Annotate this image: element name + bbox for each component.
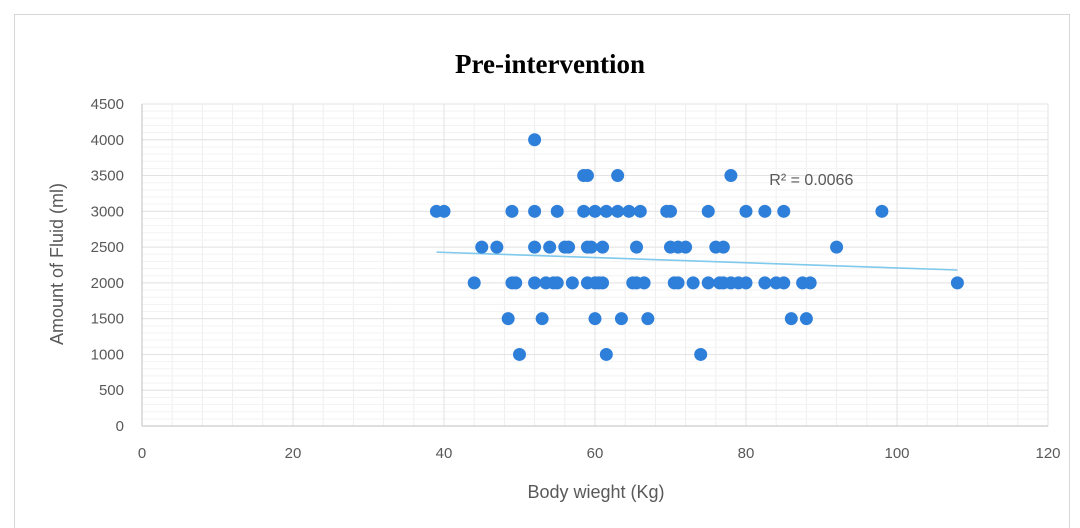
data-point — [535, 312, 549, 326]
data-point — [550, 204, 564, 218]
y-tick-label: 3500 — [91, 168, 124, 185]
data-point — [550, 276, 564, 290]
data-point — [803, 276, 817, 290]
data-point — [724, 169, 738, 183]
y-tick-label: 2000 — [91, 275, 124, 292]
x-tick-label: 20 — [285, 445, 302, 462]
data-point — [490, 240, 504, 254]
data-point — [716, 240, 730, 254]
data-point — [875, 204, 889, 218]
data-point — [799, 312, 813, 326]
y-tick-label: 1000 — [91, 346, 124, 363]
data-point — [611, 169, 625, 183]
data-point — [565, 276, 579, 290]
data-point — [777, 276, 791, 290]
x-tick-label: 80 — [738, 445, 755, 462]
y-tick-label: 0 — [116, 418, 124, 435]
data-point — [739, 276, 753, 290]
data-point — [630, 240, 644, 254]
data-point — [633, 204, 647, 218]
y-tick-label: 4000 — [91, 132, 124, 149]
data-point — [739, 204, 753, 218]
data-point — [830, 240, 844, 254]
y-tick-label: 1500 — [91, 311, 124, 328]
axis-labels: 0 20 40 60 80 100 120 0 500 1000 1500 2000 2500 3000 3… — [91, 96, 1061, 462]
data-point — [599, 204, 613, 218]
data-point — [950, 276, 964, 290]
data-point — [758, 204, 772, 218]
y-tick-label: 3000 — [91, 203, 124, 220]
y-tick-label: 4500 — [91, 96, 124, 113]
data-point — [509, 276, 523, 290]
x-tick-label: 0 — [138, 445, 146, 462]
data-point — [562, 240, 576, 254]
data-point — [664, 204, 677, 218]
data-point — [758, 276, 772, 290]
data-point — [641, 312, 655, 326]
data-point — [701, 276, 715, 290]
data-point — [777, 204, 791, 218]
x-tick-label: 100 — [884, 445, 909, 462]
data-point — [501, 312, 515, 326]
y-axis-title: Amount of Fluid (ml) — [47, 183, 67, 345]
data-point — [475, 240, 489, 254]
data-point — [528, 204, 542, 218]
data-point — [596, 240, 610, 254]
data-point — [784, 312, 798, 326]
data-point — [467, 276, 481, 290]
data-point — [686, 276, 700, 290]
data-point — [528, 133, 542, 147]
data-point — [588, 204, 602, 218]
data-point — [543, 240, 557, 254]
data-point — [622, 204, 636, 218]
data-point — [580, 169, 594, 183]
data-point — [528, 240, 542, 254]
data-point — [701, 204, 715, 218]
r-squared-annotation: R² = 0.0066 — [769, 172, 853, 189]
trendline-group — [436, 251, 958, 271]
data-point — [588, 312, 602, 326]
data-point — [584, 240, 598, 254]
x-tick-label: 40 — [436, 445, 453, 462]
data-point — [437, 204, 451, 218]
data-point — [637, 276, 651, 290]
chart-title: Pre-intervention — [455, 49, 645, 79]
data-point — [694, 347, 708, 361]
data-point — [513, 347, 526, 361]
data-point — [577, 204, 591, 218]
data-points — [429, 133, 964, 361]
gridlines — [141, 103, 1049, 427]
x-tick-label: 60 — [587, 445, 604, 462]
data-point — [599, 347, 613, 361]
data-point — [528, 276, 542, 290]
y-tick-label: 2500 — [91, 239, 124, 256]
data-point — [671, 276, 685, 290]
y-tick-label: 500 — [99, 382, 124, 399]
x-tick-label: 120 — [1035, 445, 1060, 462]
trendline — [436, 251, 958, 271]
axes — [141, 104, 1048, 427]
x-axis-title: Body wieght (Kg) — [527, 482, 664, 502]
data-point — [614, 312, 628, 326]
chart-frame — [14, 14, 1070, 528]
data-point — [505, 204, 519, 218]
data-point — [611, 204, 625, 218]
data-point — [679, 240, 693, 254]
data-point — [596, 276, 610, 290]
